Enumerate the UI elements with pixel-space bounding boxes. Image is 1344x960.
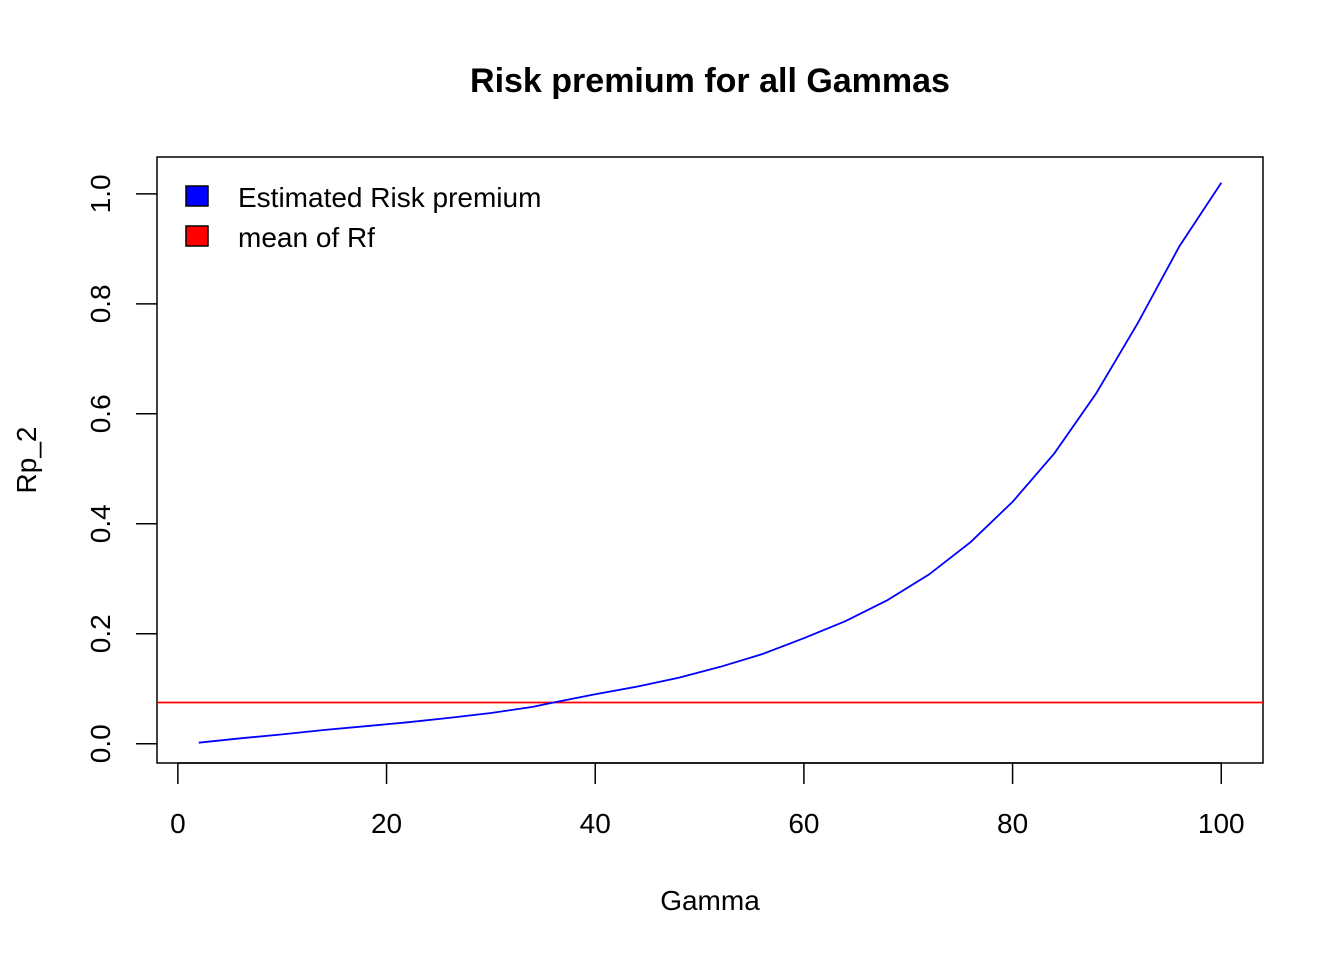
- x-axis: 0 20 40 60 80 100: [170, 762, 1245, 839]
- x-tick-label: 20: [371, 808, 402, 839]
- x-tick-label: 80: [997, 808, 1028, 839]
- series-group: [198, 182, 1223, 744]
- y-axis: 0.0 0.2 0.4 0.6 0.8 1.0: [85, 174, 157, 763]
- chart-title: Risk premium for all Gammas: [470, 62, 950, 100]
- y-tick-label: 0.2: [85, 614, 116, 653]
- x-tick-label: 100: [1198, 808, 1245, 839]
- legend-swatch: [185, 185, 209, 207]
- legend-label: mean of Rf: [238, 222, 375, 253]
- x-axis-label: Gamma: [660, 885, 760, 916]
- y-tick-label: 0.6: [85, 394, 116, 433]
- y-tick-label: 0.0: [85, 724, 116, 763]
- x-tick-label: 60: [788, 808, 819, 839]
- y-tick-label: 0.4: [85, 504, 116, 543]
- x-tick-label: 40: [580, 808, 611, 839]
- x-tick-label: 0: [170, 808, 186, 839]
- y-axis-label: Rp_2: [11, 427, 42, 494]
- y-tick-label: 0.8: [85, 284, 116, 323]
- legend-swatch: [185, 225, 209, 247]
- legend-label: Estimated Risk premium: [238, 182, 541, 213]
- risk-premium-line: [198, 182, 1223, 744]
- legend: Estimated Risk premium mean of Rf: [185, 182, 541, 253]
- y-tick-label: 1.0: [85, 174, 116, 213]
